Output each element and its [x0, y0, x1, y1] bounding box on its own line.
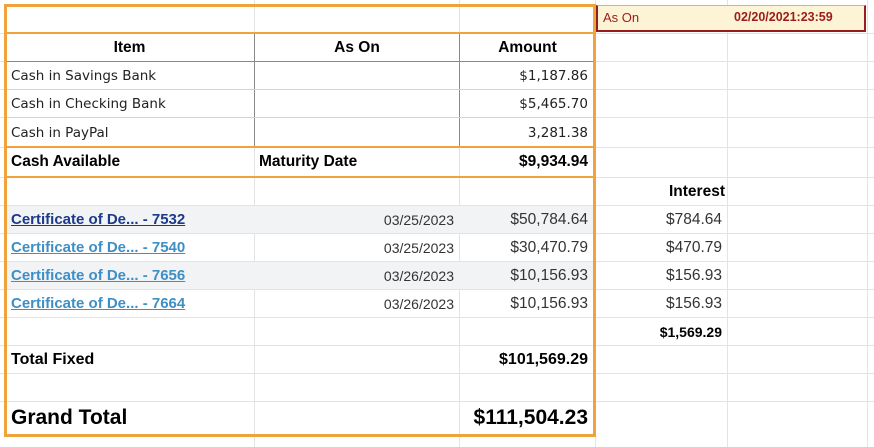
header-as-on: As On [334, 39, 380, 56]
cd-link-7540[interactable]: Certificate of De... - 7540 [11, 239, 186, 256]
cd-interest-7656[interactable]: $156.93 [665, 266, 722, 284]
header-amount: Amount [498, 39, 557, 56]
as-on-label: As On [603, 10, 640, 25]
cd-link-7664[interactable]: Certificate of De... - 7664 [11, 295, 186, 312]
cash-item-checking[interactable]: Cash in Checking Bank [11, 95, 166, 112]
total-fixed-label[interactable]: Total Fixed [11, 350, 95, 368]
cd-interest-7540[interactable]: $470.79 [665, 238, 722, 256]
cd-amount-7540[interactable]: $30,470.79 [510, 238, 588, 256]
cash-available-label[interactable]: Cash Available [11, 153, 121, 170]
cd-interest-7532[interactable]: $784.64 [665, 210, 722, 228]
cash-item-paypal[interactable]: Cash in PayPal [11, 124, 109, 141]
cd-date-7664[interactable]: 03/26/2023 [383, 295, 454, 312]
cd-interest-7664[interactable]: $156.93 [665, 294, 722, 312]
cd-amount-7664[interactable]: $10,156.93 [510, 294, 588, 312]
cash-amount-checking[interactable]: $5,465.70 [519, 95, 588, 112]
interest-total[interactable]: $1,569.29 [659, 323, 722, 340]
as-on-timestamp[interactable]: 02/20/2021:23:59 [734, 10, 833, 24]
grand-total-amount[interactable]: $111,504.23 [473, 406, 588, 429]
maturity-date-header[interactable]: Maturity Date [259, 153, 358, 170]
grand-total-label[interactable]: Grand Total [11, 406, 128, 429]
total-fixed-amount[interactable]: $101,569.29 [499, 350, 588, 368]
as-on-box[interactable] [596, 5, 866, 32]
cd-link-7532[interactable]: Certificate of De... - 7532 [11, 211, 186, 228]
cash-amount-savings[interactable]: $1,187.86 [519, 67, 588, 84]
header-item: Item [113, 39, 146, 56]
cd-date-7532[interactable]: 03/25/2023 [383, 211, 454, 228]
cd-amount-7656[interactable]: $10,156.93 [510, 266, 588, 284]
cash-item-savings[interactable]: Cash in Savings Bank [11, 67, 157, 84]
cash-available-amount[interactable]: $9,934.94 [519, 153, 588, 170]
interest-header: Interest [669, 182, 725, 200]
cd-link-7656[interactable]: Certificate of De... - 7656 [11, 267, 186, 284]
cd-date-7656[interactable]: 03/26/2023 [383, 267, 454, 284]
cash-amount-paypal[interactable]: 3,281.38 [527, 124, 588, 141]
cd-amount-7532[interactable]: $50,784.64 [510, 210, 588, 228]
cd-date-7540[interactable]: 03/25/2023 [383, 239, 454, 256]
